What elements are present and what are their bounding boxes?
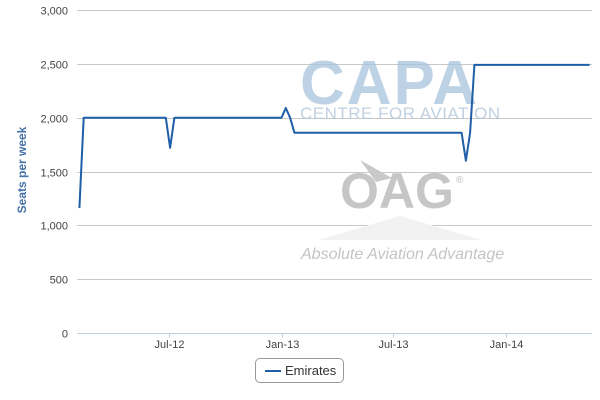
x-tick-label: Jan-13	[266, 339, 300, 351]
watermark-tagline: Absolute Aviation Advantage	[300, 246, 504, 263]
y-tick-label: 2,500	[40, 60, 68, 72]
watermark-capa-logo: CAPA	[300, 49, 479, 118]
watermark-oag-logo: OAG	[340, 163, 454, 219]
series-layer	[78, 63, 590, 209]
axes: 0 500 1,000 1,500 2,000 2,500 3,000 Jul-12 Jan-1…	[40, 6, 592, 351]
watermark-capa-subtitle: CENTRE FOR AVIATION	[300, 104, 501, 123]
x-tick-label: Jan-14	[490, 339, 524, 351]
watermark: CAPA CENTRE FOR AVIATION OAG ® Absolute …	[300, 49, 504, 263]
y-axis-title: Seats per week	[15, 126, 29, 213]
x-tick-label: Jul-13	[379, 339, 409, 351]
legend-swatch-emirates	[265, 370, 281, 372]
legend[interactable]: Emirates	[255, 358, 344, 383]
watermark-oag-swoosh-icon	[360, 160, 392, 182]
x-tick-label: Jul-12	[155, 339, 185, 351]
series-line-emirates	[78, 63, 590, 209]
y-tick-label: 1,000	[40, 221, 68, 233]
watermark-oag-registered: ®	[456, 175, 464, 186]
y-tick-label: 500	[50, 275, 68, 287]
y-tick-label: 2,000	[40, 114, 68, 126]
watermark-wing-shape	[318, 216, 482, 240]
legend-label-emirates: Emirates	[285, 363, 337, 378]
y-tick-label: 1,500	[40, 168, 68, 180]
y-tick-label: 0	[62, 329, 68, 341]
y-tick-label: 3,000	[40, 6, 68, 18]
